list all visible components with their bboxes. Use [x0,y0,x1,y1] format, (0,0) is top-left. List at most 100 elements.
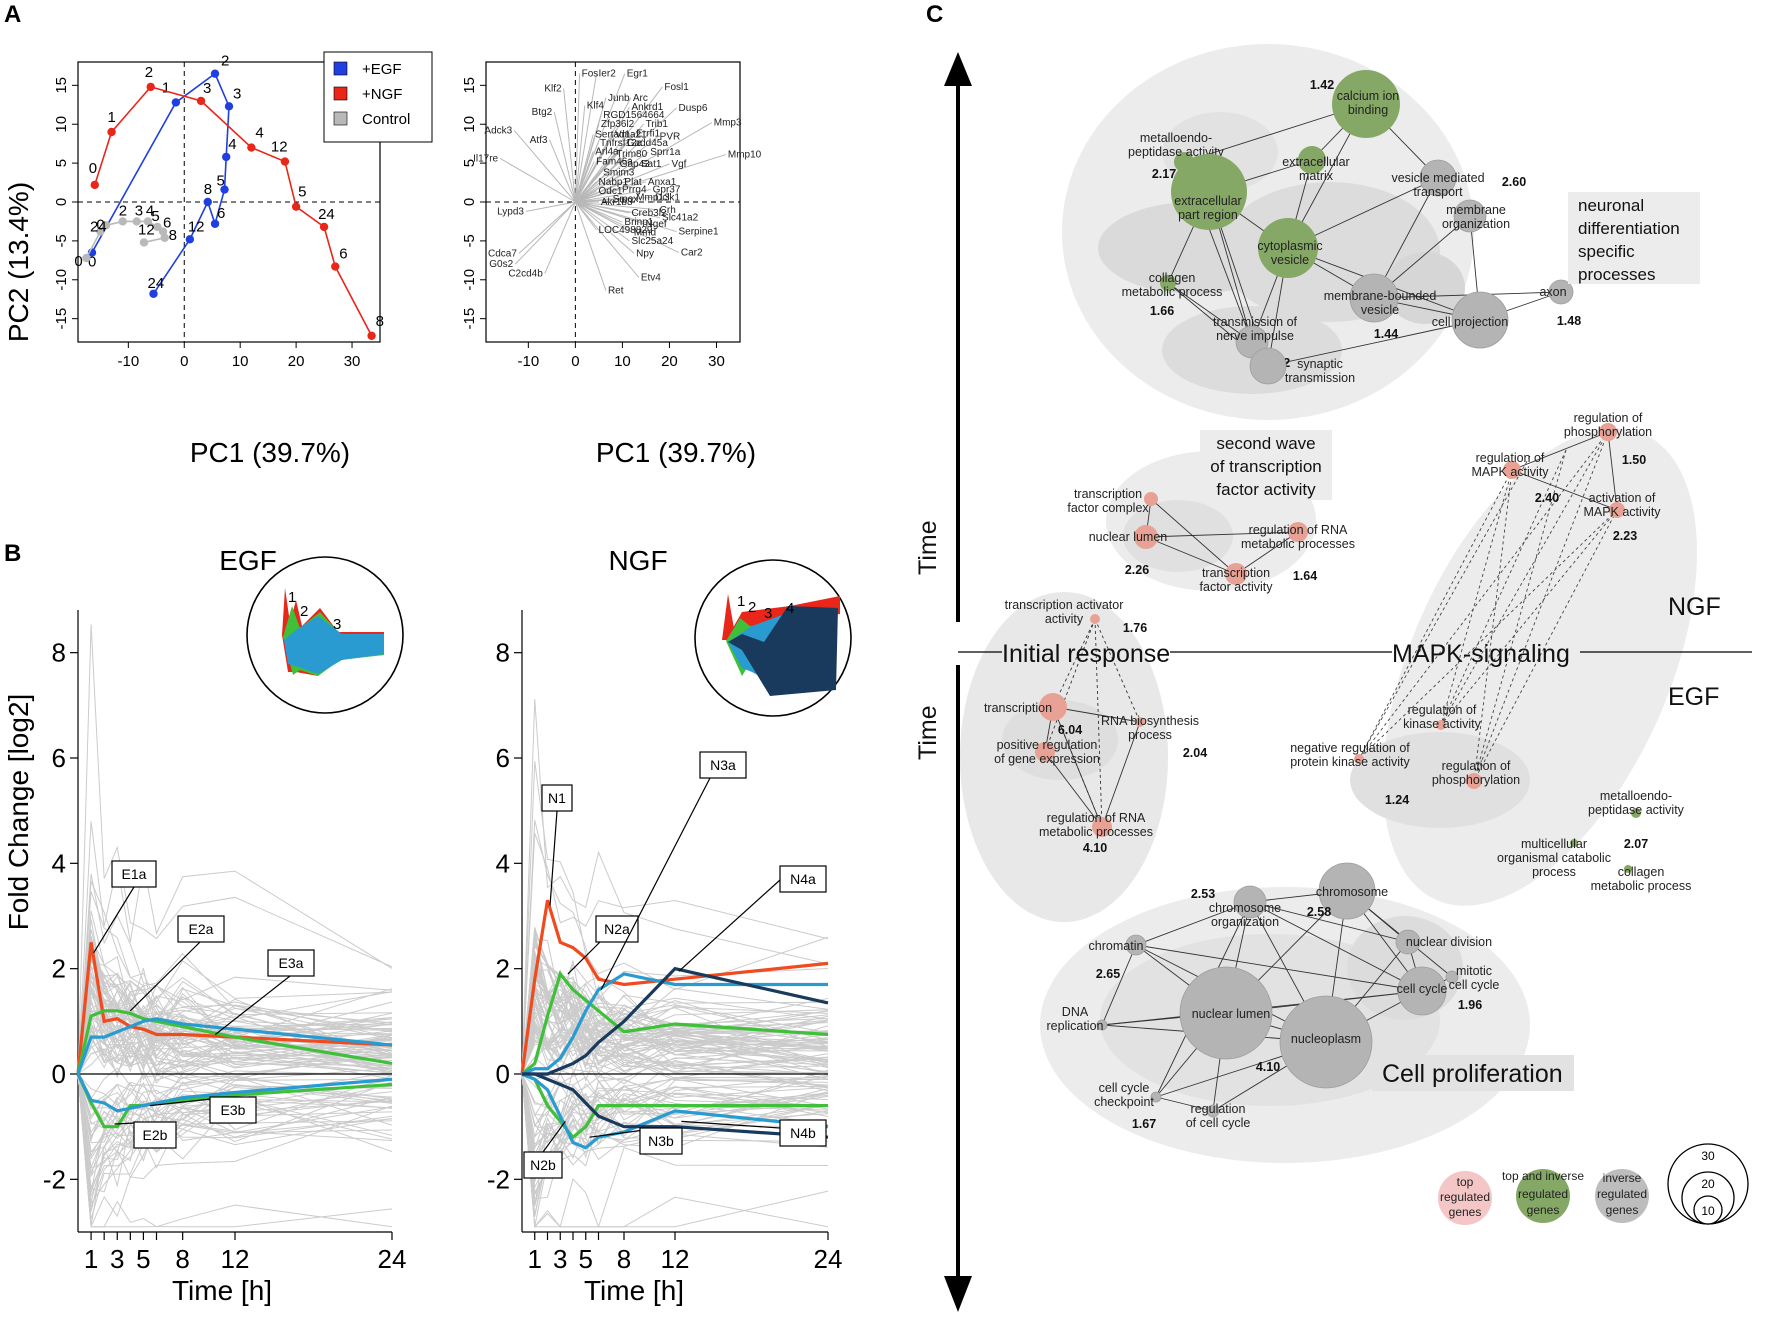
pca-point [210,69,220,78]
background-trace [77,936,393,1075]
go-node-label: of gene expression [994,752,1100,766]
go-node-label: positive regulation [997,738,1098,752]
series-N1 [520,899,829,1075]
go-node-score: 1.96 [1458,998,1482,1012]
pca-point-label: 3 [135,202,143,219]
go-node [1318,862,1376,920]
loading-vector [575,151,649,203]
callout-box [541,784,573,812]
pca-ylabel: PC2 (13.4%) [3,182,34,342]
pca-point [143,217,153,226]
go-node-label: nuclear lumen [1089,530,1168,544]
go-node [1453,199,1487,233]
pca-point-label: 2 [119,202,127,219]
pca-point-label: 12 [138,221,155,238]
loading-vector [575,201,635,254]
pca-point-label: 8 [204,181,212,198]
loading-vector [575,181,623,203]
legend-control: Control [362,111,410,128]
callout-N2b: N2b [530,1157,556,1173]
go-node-label: transmission of [1213,315,1298,329]
background-trace [521,1019,829,1075]
pca-right-xlabel: PC1 (39.7%) [596,437,756,468]
go-node-score: 2.53 [1191,887,1215,901]
pca-point [118,217,127,226]
go-node [1349,273,1399,323]
x-tick-label: -10 [117,353,139,370]
go-node [1134,525,1158,549]
gene-label: Gpr37 [653,185,681,196]
pca-point [139,238,149,247]
gene-label: Mmp10 [728,150,762,161]
background-trace [77,935,393,1075]
y-tick-label: 5 [461,159,478,167]
go-node-label: axon [1539,285,1566,299]
go-node [1160,275,1176,291]
gene-label: Smox [613,194,639,205]
gene-label: Slc41a2 [662,213,699,224]
series-E3b [76,1073,393,1113]
ngf-label: NGF [1668,593,1721,621]
loading-vector [574,86,663,203]
initial-response-label: Initial response [1002,640,1170,668]
pca-point-label: 2 [221,53,229,70]
legend-top-1: top [1457,1175,1474,1189]
go-node [1279,995,1373,1089]
go-node-label: protein kinase activity [1290,755,1410,769]
go-node-label: transcription [984,701,1052,715]
loading-vector [574,134,594,203]
pca-point [247,143,256,152]
go-edge [1094,618,1103,828]
series-E2a [76,1009,393,1075]
go-node-label: membrane [1446,203,1506,217]
legend-top-2: regulated [1440,1190,1490,1204]
background-trace [521,819,829,1075]
callout-box [779,865,827,893]
x-tick-label: 30 [708,353,725,370]
node-type-legend: top regulated genes top and inverse regu… [1438,1143,1749,1225]
gene-label: Mmp13 [636,192,670,203]
egf-inset: 1 2 3 [246,556,404,714]
go-node-label: synaptic [1297,357,1343,371]
x-tick-label: 1 [84,1244,98,1274]
go-node-score: 2.40 [1535,491,1559,505]
gene-label: Fam46a [596,157,633,168]
y-tick-label: 6 [52,743,66,773]
gene-label: Serpine1 [679,227,719,238]
pca-point [291,202,301,211]
go-node [1039,693,1067,721]
pca-point [367,331,376,340]
loading-vector [575,201,630,242]
background-trace [521,1073,829,1130]
panel-letter-c: C [926,1,943,28]
pca-point [222,152,231,162]
go-edge [1101,944,1137,1026]
neuronal-title-3: specific [1578,242,1635,261]
series-E1a [76,942,393,1075]
go-node-label: transport [1413,185,1463,199]
go-edge [1150,498,1237,575]
background-trace [521,761,829,1075]
go-node-label: cell projection [1432,315,1508,329]
pca-point [153,222,162,232]
loading-vector [574,134,614,203]
go-edge-dashed [1358,469,1513,760]
pca-point [82,253,91,263]
go-node-label: regulation of RNA [1047,811,1146,825]
loading-vector [574,161,595,203]
callout-box [523,1151,563,1179]
pca-point-label: 6 [163,215,171,232]
pca-point-label: 4 [255,125,263,142]
series-N2b [521,1072,828,1140]
ngf-inset-red [722,594,736,640]
background-trace [521,1069,829,1144]
gene-label: Zfp36l2 [601,119,635,130]
go-edge [1145,536,1237,575]
y-tick-label: -2 [487,1164,510,1194]
callout-N3b: N3b [648,1133,674,1149]
go-node-label: calcium ion [1337,89,1400,103]
x-tick-label: 10 [232,353,249,370]
go-node [1144,492,1158,506]
go-node-label: cell cycle [1449,978,1500,992]
background-trace [77,1023,393,1075]
